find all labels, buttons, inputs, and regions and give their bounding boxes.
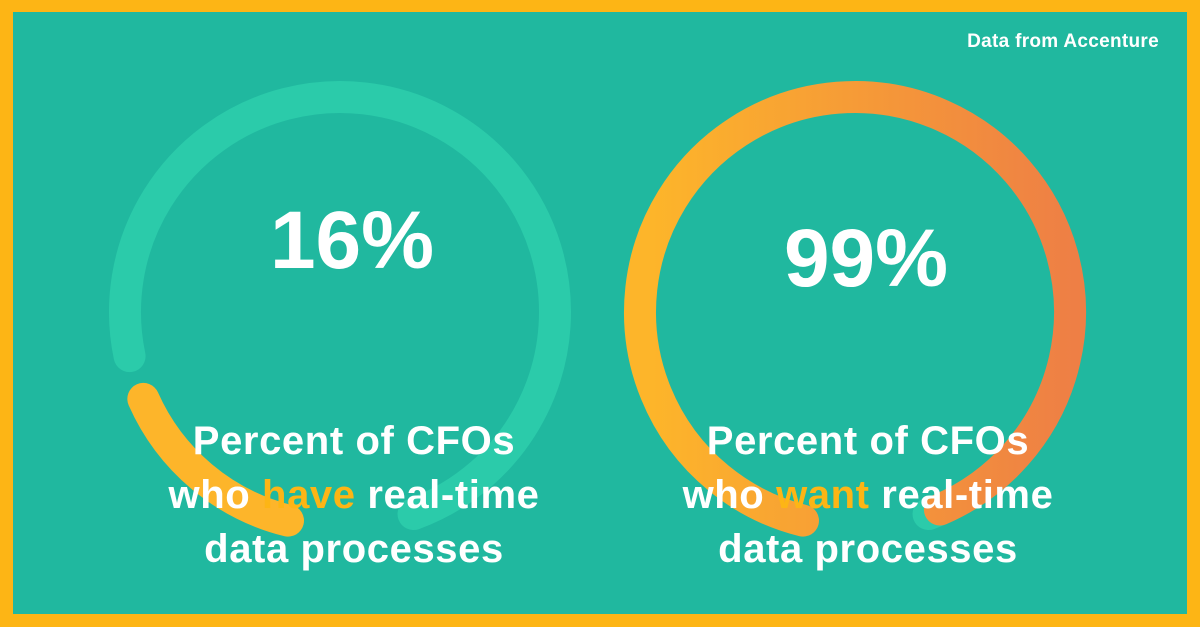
- gauge-have-value-arc: [127, 382, 304, 537]
- gauge-have: [109, 81, 571, 537]
- caption-have-highlight: have: [262, 473, 356, 517]
- gauge-have-track: [109, 81, 571, 531]
- percent-have-label: 16%: [269, 195, 435, 286]
- caption-have-line2-post: real-time: [355, 473, 540, 517]
- gauge-want: [624, 81, 1086, 537]
- caption-have-line1: Percent of CFOs: [192, 419, 516, 463]
- caption-have-line2-pre: who: [168, 473, 263, 517]
- caption-want-line2: who want real-time: [608, 468, 1128, 522]
- percent-want-label: 99%: [783, 213, 949, 304]
- source-note: Data from Accenture: [967, 31, 1159, 52]
- gauge-charts: [109, 81, 1086, 537]
- caption-want-line1: Percent of CFOs: [706, 419, 1030, 463]
- caption-have: Percent of CFOs who have real-time data …: [94, 414, 614, 576]
- caption-want-line3: data processes: [718, 527, 1018, 571]
- caption-want-line2-pre: who: [682, 473, 777, 517]
- gauge-want-value-arc: [624, 81, 1086, 537]
- caption-want-line2-post: real-time: [869, 473, 1054, 517]
- caption-want: Percent of CFOs who want real-time data …: [608, 414, 1128, 576]
- caption-have-line2: who have real-time: [94, 468, 614, 522]
- infographic-card: Data from Accenture 16% 99% Percent of C…: [13, 12, 1187, 614]
- caption-want-highlight: want: [776, 473, 870, 517]
- caption-have-line3: data processes: [204, 527, 504, 571]
